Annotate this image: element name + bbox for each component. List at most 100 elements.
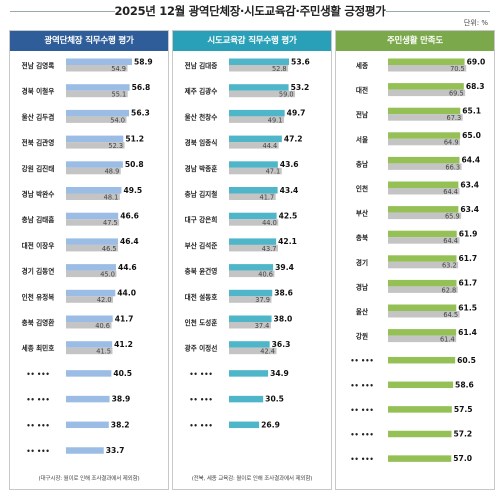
life-value-previous: 64.5 (443, 311, 458, 319)
life-bar-previous (388, 286, 458, 293)
life-bar-previous (388, 138, 461, 146)
gov-value-previous: 54.9 (111, 65, 126, 73)
life-value-previous: 64.4 (443, 237, 458, 245)
gov-bar-previous (66, 322, 112, 329)
gov-category-label: •• ••• (26, 396, 49, 404)
gov-bar-current (66, 58, 132, 65)
life-bar-previous (388, 163, 462, 170)
life-category-label: 경기 (356, 258, 368, 267)
edu-bar-previous (229, 219, 279, 226)
edu-value-current: 26.9 (261, 420, 280, 429)
life-category-label: 서울 (356, 135, 368, 144)
life-value-current: 64.4 (461, 156, 480, 165)
edu-category-label: 울산 천창수 (185, 112, 218, 121)
life-category-label: 강원 (356, 332, 368, 341)
gov-bar-previous (66, 193, 120, 200)
edu-bar-current (229, 84, 289, 91)
life-bar-current (388, 83, 464, 90)
gov-category-label: 세종 최민호 (22, 344, 55, 353)
gov-category-label: 강원 김진태 (22, 164, 55, 173)
gov-category-label: •• ••• (26, 422, 49, 430)
gov-value-previous: 55.1 (112, 91, 127, 99)
unit-label: 단위: % (463, 19, 488, 27)
gov-value-current: 38.9 (112, 395, 131, 404)
life-category-label: 충남 (356, 159, 368, 168)
edu-value-previous: 41.7 (260, 193, 275, 201)
edu-bar-current (229, 395, 264, 403)
edu-bar-current (229, 264, 274, 271)
edu-bar-current (229, 421, 260, 429)
edu-category-label: 충남 김지철 (185, 190, 218, 199)
life-value-current: 63.4 (460, 205, 479, 214)
edu-bar-current (229, 341, 270, 348)
life-value-current: 63.4 (460, 180, 479, 189)
edu-category-label: •• ••• (189, 370, 212, 378)
life-bar-current (388, 132, 461, 139)
gov-bar-current (66, 264, 116, 271)
life-bar-previous (388, 89, 466, 97)
edu-value-previous: 42.4 (260, 348, 275, 356)
gov-bar-current (66, 289, 116, 297)
life-value-previous: 67.3 (447, 114, 462, 122)
life-bar-previous (388, 335, 457, 343)
gov-category-label: 전남 김영록 (22, 61, 55, 70)
life-bar-previous (388, 188, 460, 195)
gov-bar-previous (66, 347, 113, 355)
life-category-label: 전남 (356, 110, 368, 119)
gov-bar-current (66, 447, 104, 454)
gov-category-label: 인천 유정복 (22, 292, 55, 301)
edu-category-label: 경북 임종식 (185, 138, 218, 147)
life-bar-current (388, 58, 465, 65)
gov-bar-previous (66, 142, 125, 149)
life-value-previous: 62.8 (442, 286, 457, 294)
gov-category-label: •• ••• (26, 448, 49, 456)
edu-value-current: 38.0 (274, 314, 293, 323)
edu-bar-current (229, 187, 278, 194)
gov-bar-current (66, 238, 118, 245)
life-value-current: 65.0 (462, 131, 481, 140)
gov-value-current: 41.7 (115, 314, 134, 323)
gov-bar-previous (66, 167, 121, 175)
panel-superintendents-title: 시도교육감 직무수행 평가 (173, 31, 331, 51)
gov-bar-current (66, 161, 123, 168)
gov-bar-current (66, 315, 113, 322)
life-bar-previous (388, 212, 462, 220)
gov-bar-current (66, 135, 124, 143)
life-category-label: 세종 (356, 61, 368, 70)
edu-value-current: 53.6 (291, 57, 310, 66)
life-bar-current (388, 206, 459, 213)
edu-value-current: 47.2 (284, 134, 303, 143)
edu-bar-previous (229, 90, 296, 98)
life-bar-current (388, 455, 452, 462)
edu-bar-previous (229, 322, 271, 329)
edu-value-previous: 44.0 (262, 219, 277, 227)
edu-value-previous: 37.9 (255, 296, 270, 304)
life-value-previous: 69.5 (449, 90, 464, 98)
edu-category-label: 광주 이정선 (185, 344, 218, 353)
edu-bar-previous (229, 270, 275, 278)
edu-bar-current (229, 370, 269, 377)
edu-value-current: 39.4 (275, 263, 294, 272)
life-bar-previous (388, 65, 467, 72)
edu-value-current: 30.5 (265, 395, 284, 404)
edu-value-current: 43.6 (280, 160, 299, 169)
life-category-label: •• ••• (350, 431, 373, 439)
life-value-previous: 70.5 (450, 65, 465, 73)
gov-bar-previous (66, 219, 120, 226)
life-bar-current (388, 430, 452, 438)
edu-bar-current (229, 58, 290, 65)
life-category-label: 울산 (356, 307, 368, 316)
edu-bar-current (229, 212, 277, 220)
edu-value-current: 42.5 (279, 212, 298, 221)
gov-bar-previous (66, 65, 128, 72)
edu-bar-current (229, 315, 272, 322)
life-category-label: 인천 (356, 184, 368, 193)
gov-bar-previous (66, 270, 117, 278)
gov-value-current: 56.8 (132, 83, 151, 92)
life-bar-current (388, 329, 457, 336)
edu-value-current: 38.6 (274, 289, 293, 298)
panel-governors: 광역단체장 직무수행 평가 전남 김영록 58.9 54.9 경북 이철우 56.8 55… (9, 30, 169, 490)
gov-value-current: 41.2 (114, 340, 133, 349)
gov-category-label: 경기 김동연 (22, 267, 55, 276)
edu-value-current: 42.1 (278, 237, 297, 246)
